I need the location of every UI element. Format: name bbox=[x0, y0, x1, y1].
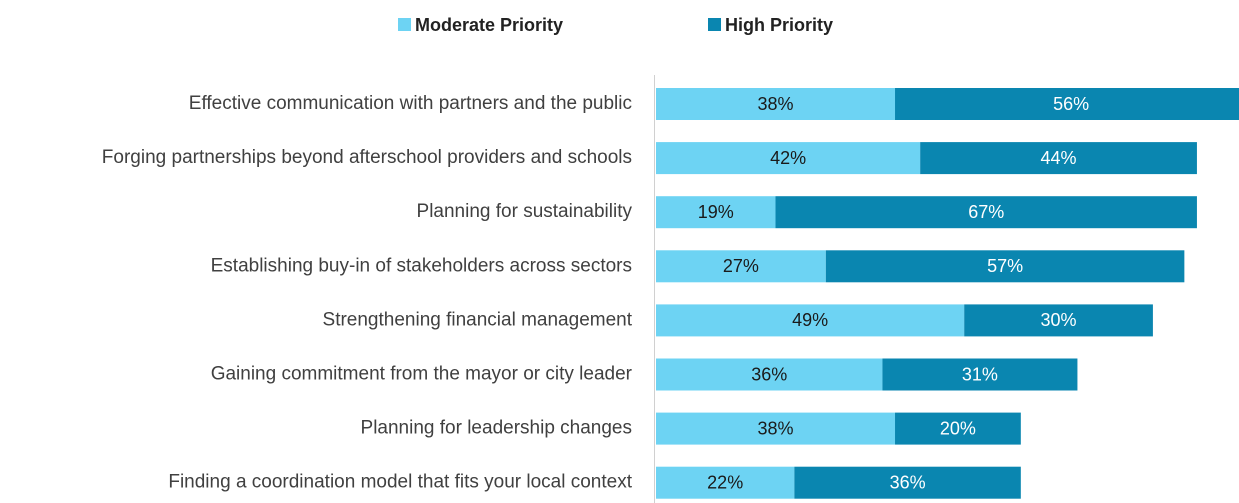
bar-segment bbox=[920, 142, 1197, 175]
bar-segment bbox=[964, 304, 1153, 337]
bar-segment bbox=[895, 88, 1239, 120]
bar-segment bbox=[656, 142, 921, 175]
value-label: 36% bbox=[751, 364, 787, 384]
bar-segment bbox=[656, 466, 795, 499]
category-label: Forging partnerships beyond afterschool … bbox=[102, 147, 632, 168]
category-label: Finding a coordination model that fits y… bbox=[168, 472, 632, 493]
category-label: Establishing buy-in of stakeholders acro… bbox=[211, 255, 632, 276]
value-label: 67% bbox=[968, 202, 1004, 222]
value-label: 30% bbox=[1041, 310, 1077, 330]
category-label: Effective communication with partners an… bbox=[189, 93, 632, 114]
bar-segment bbox=[825, 250, 1185, 283]
value-label: 38% bbox=[757, 418, 793, 438]
value-label: 27% bbox=[723, 256, 759, 276]
value-label: 57% bbox=[987, 256, 1023, 276]
value-label: 19% bbox=[698, 202, 734, 222]
bar-segment bbox=[656, 250, 826, 283]
value-label: 44% bbox=[1041, 148, 1077, 168]
value-label: 36% bbox=[890, 472, 926, 492]
bar-segment bbox=[656, 196, 776, 229]
bar-segment bbox=[656, 88, 896, 120]
category-label: Strengthening financial management bbox=[323, 309, 633, 330]
category-label: Planning for leadership changes bbox=[361, 418, 632, 439]
legend-swatch bbox=[398, 18, 411, 31]
bar-segment bbox=[775, 196, 1197, 229]
bar-segment bbox=[656, 412, 896, 445]
value-label: 49% bbox=[792, 310, 828, 330]
bar-segment bbox=[656, 358, 883, 391]
bar-segment bbox=[895, 412, 1021, 445]
bar-segment bbox=[882, 358, 1078, 391]
value-label: 20% bbox=[940, 418, 976, 438]
bar-segment bbox=[656, 304, 965, 337]
value-label: 56% bbox=[1053, 94, 1089, 114]
value-label: 22% bbox=[707, 472, 743, 492]
legend-label: High Priority bbox=[725, 15, 833, 35]
category-label: Planning for sustainability bbox=[417, 201, 633, 222]
value-label: 31% bbox=[962, 364, 998, 384]
value-label: 38% bbox=[757, 94, 793, 114]
category-label: Gaining commitment from the mayor or cit… bbox=[211, 364, 633, 385]
legend-label: Moderate Priority bbox=[415, 15, 563, 35]
bar-segment bbox=[794, 466, 1021, 499]
value-label: 42% bbox=[770, 148, 806, 168]
legend-swatch bbox=[708, 18, 721, 31]
